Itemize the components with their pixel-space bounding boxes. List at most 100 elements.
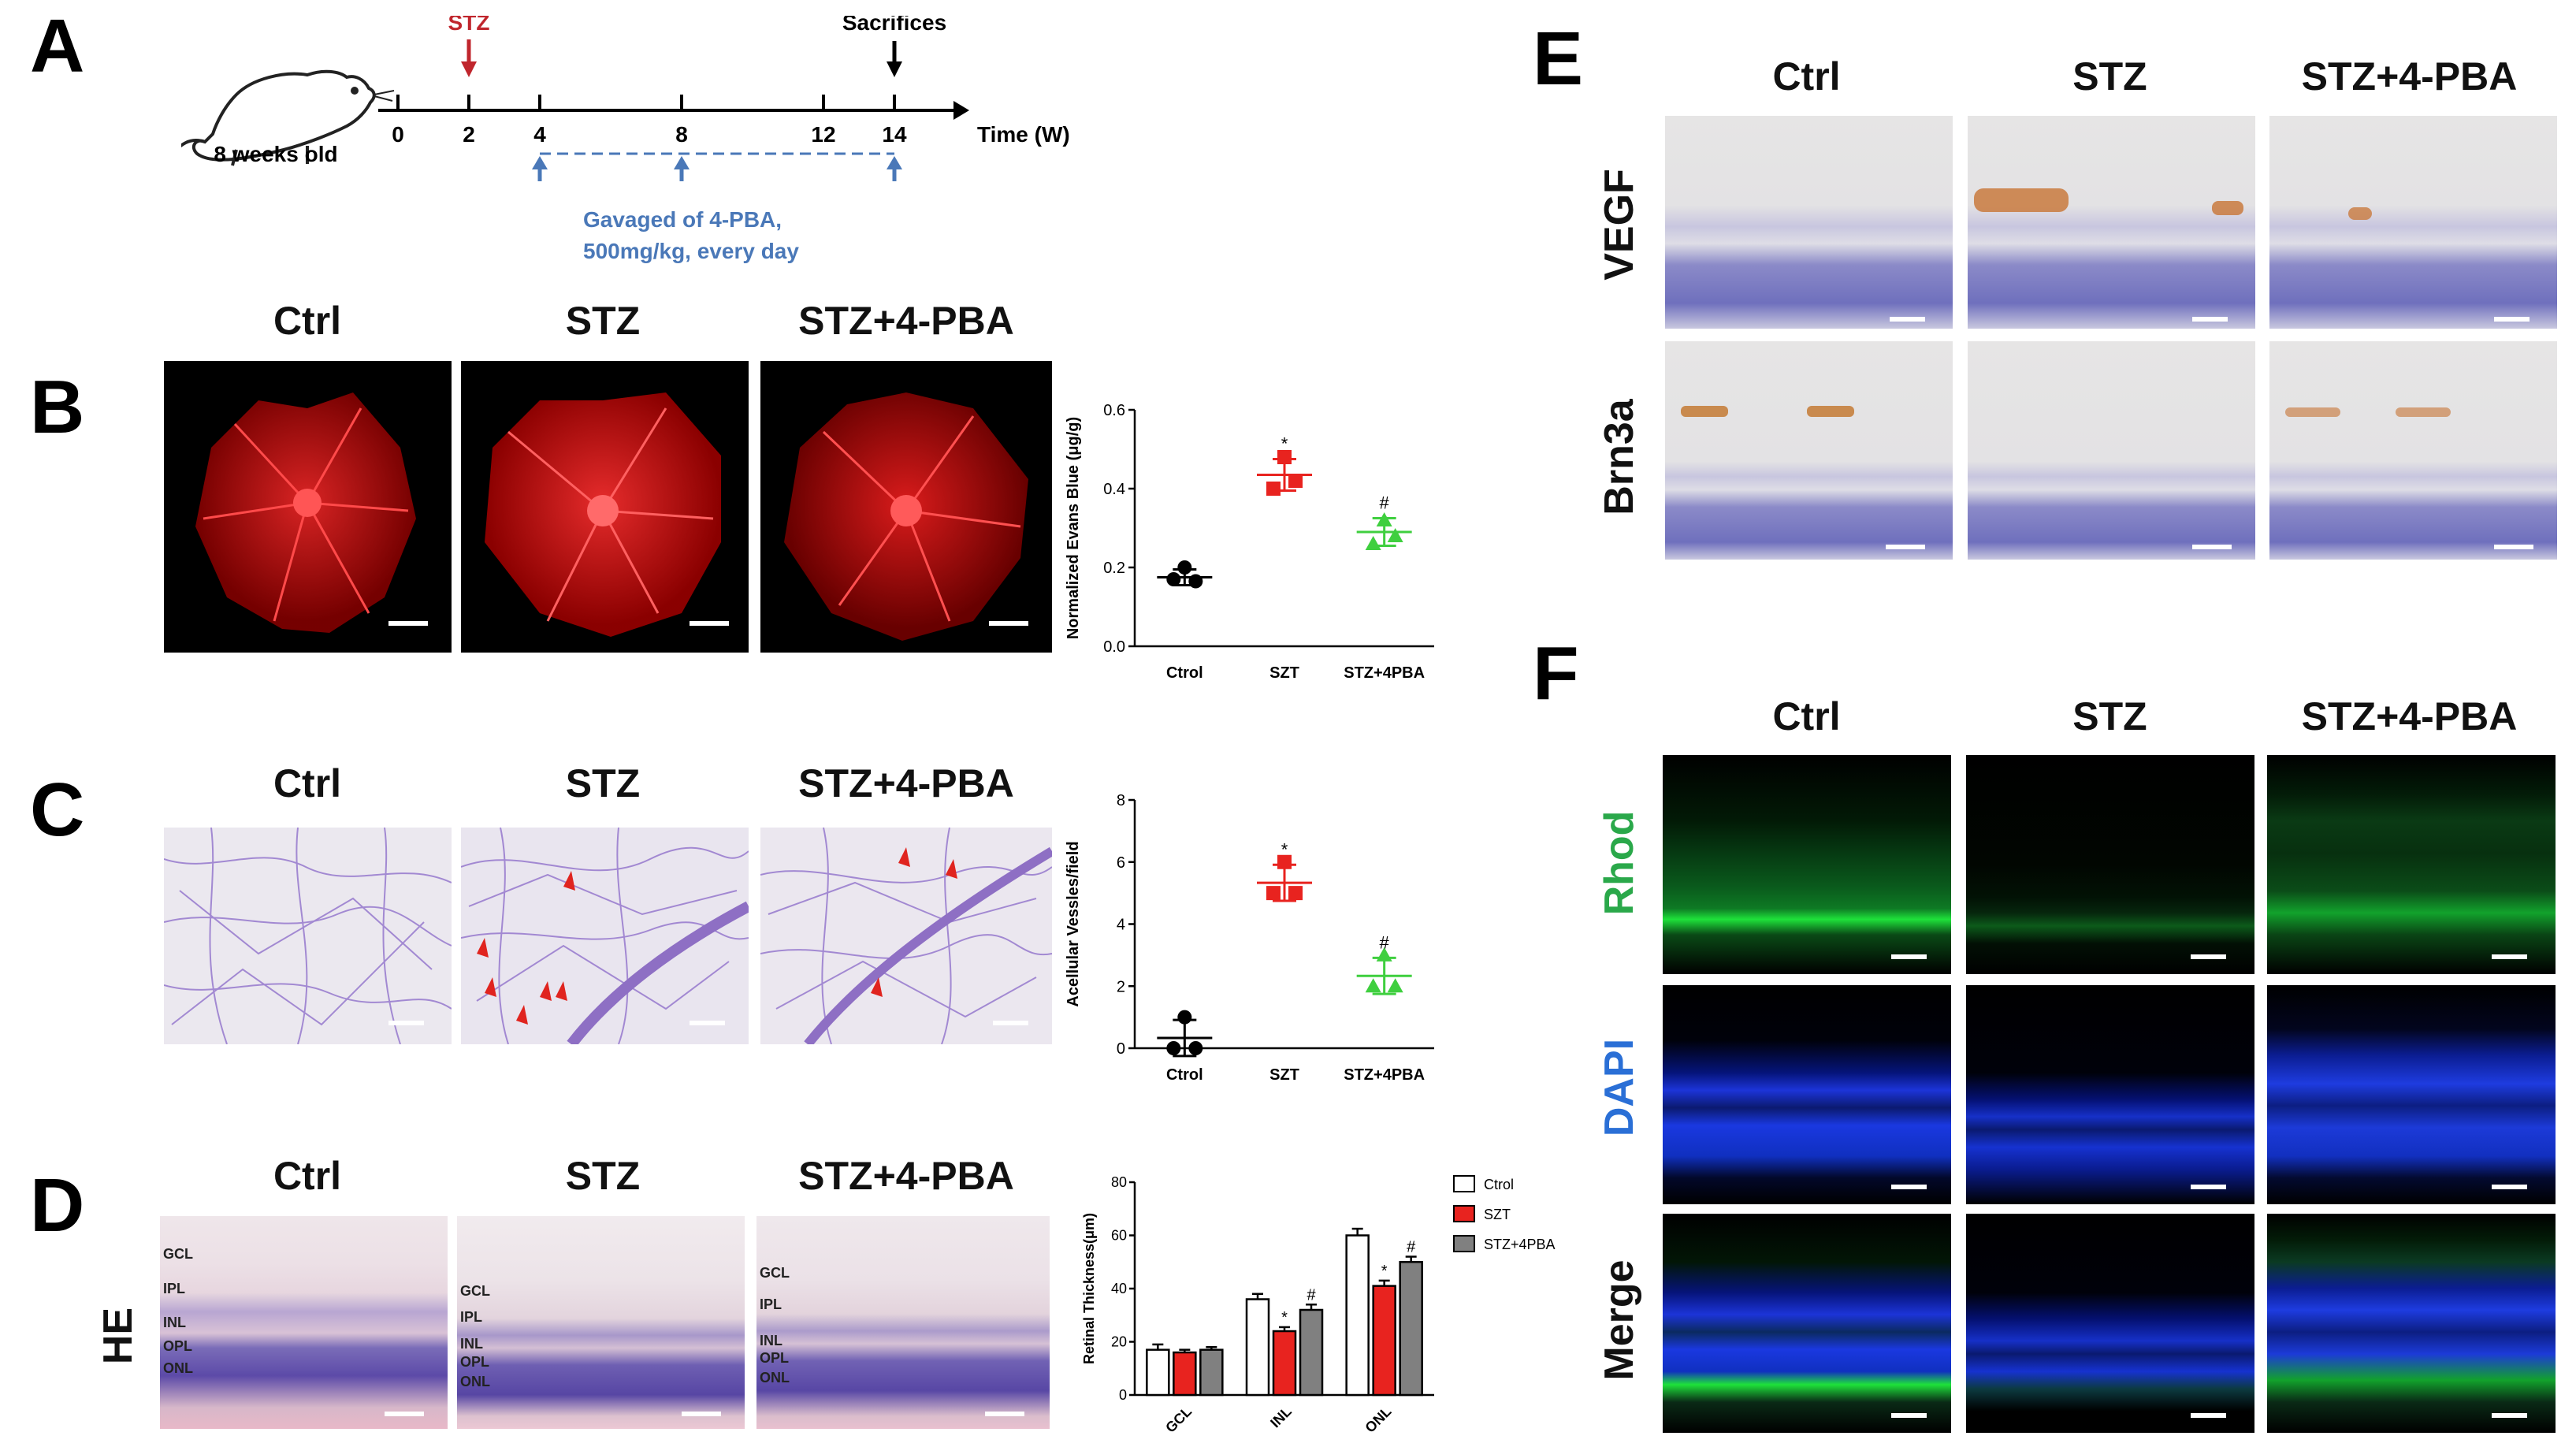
layer-label: OPL	[460, 1354, 490, 1370]
scale-bar	[1891, 1185, 1927, 1189]
y-axis-label: Acellular Vessles/field	[1065, 841, 1082, 1006]
vegf-image-stz	[1968, 116, 2255, 329]
row-label-brn3a: Brn3a	[1597, 399, 1642, 515]
x-tick-label: Ctrol	[1166, 1066, 1203, 1084]
x-tick-label: ONL	[1362, 1404, 1394, 1436]
layer-label: INL	[163, 1315, 186, 1330]
column-header-stz-4pba: STZ+4-PBA	[2301, 694, 2518, 738]
scale-bar	[1886, 545, 1925, 549]
data-point	[1376, 947, 1392, 962]
tick-label: 12	[811, 122, 835, 147]
stain-spot	[1974, 188, 2069, 212]
tick-label: 8	[675, 122, 688, 147]
scale-bar	[385, 1412, 424, 1416]
stain-spot	[2348, 207, 2372, 220]
bar	[1146, 1348, 1170, 1397]
bar	[1245, 1298, 1270, 1397]
column-header-stz-4pba: STZ+4-PBA	[798, 299, 1014, 343]
data-point	[1266, 886, 1281, 901]
y-tick-label: 4	[1117, 917, 1125, 934]
significance-mark: *	[1281, 839, 1288, 859]
bar	[1272, 1330, 1297, 1397]
y-axis-label: Normalized Evans Blue (μg/g)	[1065, 417, 1082, 639]
data-point	[1188, 574, 1203, 589]
y-tick-label: 80	[1111, 1174, 1127, 1190]
column-header-stz-4pba: STZ+4-PBA	[798, 1154, 1014, 1198]
panel-letter-d: D	[30, 1163, 85, 1248]
x-tick-label: SZT	[1269, 1066, 1299, 1084]
data-point	[1387, 528, 1403, 542]
scale-bar	[2492, 1413, 2527, 1418]
evans-blue-image-ctrl	[164, 361, 452, 653]
column-header-stz-4pba: STZ+4-PBA	[798, 761, 1014, 805]
data-point	[1266, 482, 1281, 496]
bar	[1399, 1261, 1423, 1397]
y-axis-label: Retinal Thickness(μm)	[1081, 1213, 1097, 1364]
timeline-diagram: 8 weeks old 0 2 4 8 12 14 Time (W) STZ S…	[181, 16, 1070, 263]
vegf-image-ctrl	[1665, 116, 1953, 329]
tick-label: 0	[392, 122, 404, 147]
rhod-image-stz-4pba	[2267, 755, 2556, 974]
tick-label: 2	[463, 122, 475, 147]
merge-image-stz	[1966, 1214, 2254, 1433]
x-tick-label: STZ+4PBA	[1344, 664, 1425, 682]
layer-label: ONL	[760, 1370, 790, 1386]
sacrifice-label: Sacrifices	[842, 16, 946, 35]
layer-label: GCL	[460, 1283, 490, 1299]
layer-label: GCL	[163, 1246, 193, 1262]
brn3a-image-ctrl	[1665, 341, 1953, 560]
x-tick-label: Ctrol	[1166, 664, 1203, 682]
brn3a-image-stz	[1968, 341, 2255, 560]
tick-label: 14	[882, 122, 907, 147]
evans-blue-image-stz-4pba	[760, 361, 1052, 653]
he-image-stz: GCL IPL INL OPL ONL	[457, 1216, 745, 1429]
data-point	[1288, 474, 1303, 488]
layer-label: ONL	[163, 1360, 193, 1376]
layer-label: GCL	[760, 1265, 790, 1281]
evans-blue-chart: 0.0 0.2 0.4 0.6 Normalized Evans Blue (μg/g)…	[1065, 402, 1434, 682]
data-point	[1166, 1041, 1181, 1055]
he-image-stz-4pba: GCL IPL INL OPL ONL	[756, 1216, 1050, 1429]
significance-mark: #	[1380, 932, 1390, 952]
layer-label: OPL	[163, 1338, 193, 1354]
legend-swatch	[1453, 1205, 1475, 1222]
scale-bar	[690, 1021, 725, 1025]
time-axis-label: Time (W)	[977, 122, 1070, 147]
y-tick-label: 0	[1117, 1040, 1125, 1058]
y-tick-label: 6	[1117, 854, 1125, 872]
significance-mark: #	[1307, 1286, 1316, 1304]
legend-swatch	[1453, 1175, 1475, 1192]
scale-bar	[1891, 1413, 1927, 1418]
vessel-image-stz	[461, 828, 749, 1044]
scale-bar	[1891, 954, 1927, 959]
tick-label: 4	[533, 122, 546, 147]
column-header-ctrl: Ctrl	[1772, 694, 1841, 738]
scale-bar	[690, 621, 729, 626]
data-point	[1365, 536, 1381, 550]
stz-label: STZ	[448, 16, 490, 35]
panel-letter-e: E	[1533, 17, 1584, 101]
row-label-rhod: Rhod	[1597, 810, 1642, 916]
significance-mark: *	[1281, 1309, 1288, 1326]
vessel-image-ctrl	[164, 828, 452, 1044]
treatment-text-2: 500mg/kg, every day	[583, 239, 799, 263]
column-header-ctrl: Ctrl	[273, 299, 342, 343]
data-point	[1365, 978, 1381, 993]
y-tick-label: 20	[1111, 1334, 1127, 1350]
he-image-ctrl: GCL IPL INL OPL ONL	[160, 1216, 448, 1429]
stain-spot	[2285, 407, 2340, 417]
data-point	[1387, 978, 1403, 993]
legend-label: STZ+4PBA	[1484, 1237, 1556, 1252]
bar	[1372, 1285, 1396, 1397]
column-header-ctrl: Ctrl	[273, 761, 342, 805]
vegf-image-stz-4pba	[2269, 116, 2557, 329]
column-header-stz: STZ	[565, 761, 641, 805]
layer-label: ONL	[460, 1374, 490, 1389]
x-tick-label: SZT	[1269, 664, 1299, 682]
x-tick-label: STZ+4PBA	[1344, 1066, 1425, 1084]
column-header-stz: STZ	[2072, 694, 2147, 738]
rat-icon	[181, 69, 395, 166]
scale-bar	[388, 621, 428, 626]
acellular-vessels-chart: 0 2 4 6 8 Acellular Vessles/field Ctrol SZT * STZ…	[1065, 792, 1434, 1084]
stz-arrow-icon	[461, 39, 477, 77]
